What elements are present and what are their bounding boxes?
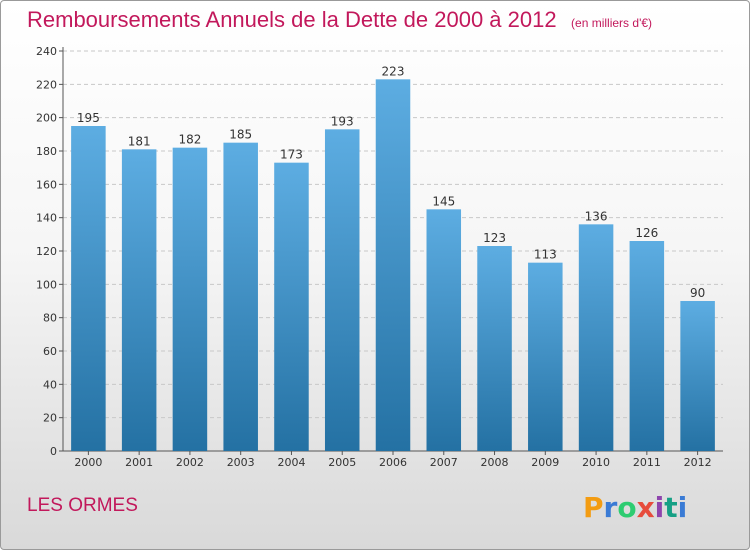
data-label-2003: 185 [229,128,252,142]
x-tick-label-2005: 2005 [328,456,356,469]
brand-letter: r [603,491,618,524]
data-label-2011: 126 [635,226,658,240]
brand-letter: x [636,491,655,524]
chart-title: Remboursements Annuels de la Dette de 20… [27,7,557,32]
x-tick-label-2004: 2004 [277,456,305,469]
x-tick-label-2000: 2000 [74,456,102,469]
y-tick-label: 200 [36,112,57,125]
y-tick-label: 80 [43,312,57,325]
y-tick-label: 220 [36,78,57,91]
data-label-2007: 145 [432,194,455,208]
y-tick-label: 120 [36,245,57,258]
x-tick-label-2003: 2003 [227,456,255,469]
bar-2005 [324,129,360,452]
x-tick-label-2007: 2007 [430,456,458,469]
x-tick-label-2001: 2001 [125,456,153,469]
brand-letter: t [664,491,678,524]
chart-unit: (en milliers d'€) [571,16,653,30]
data-label-2006: 223 [382,64,405,78]
brand-letter: i [677,491,688,524]
data-label-2005: 193 [331,114,354,128]
bar-2004 [274,162,309,451]
data-label-2010: 136 [585,209,608,223]
bar-2006 [375,79,411,451]
bar-2009 [528,262,563,451]
y-tick-label: 0 [50,445,57,458]
bar-2001 [121,149,157,452]
y-tick-label: 180 [36,145,57,158]
bar-2000 [71,126,106,451]
chart-header: Remboursements Annuels de la Dette de 20… [27,7,652,33]
brand-letter: o [617,491,637,524]
data-label-2001: 181 [128,134,151,148]
data-label-2012: 90 [690,286,705,300]
data-label-2008: 123 [483,231,506,245]
x-tick-label-2010: 2010 [582,456,610,469]
bar-2012 [680,301,715,451]
bar-2003 [223,142,258,451]
y-tick-label: 240 [36,45,57,58]
x-tick-label-2008: 2008 [481,456,509,469]
commune-name: LES ORMES [27,495,138,516]
y-tick-label: 60 [43,345,57,358]
x-tick-label-2012: 2012 [684,456,712,469]
bar-2007 [426,209,462,451]
y-tick-label: 100 [36,278,57,291]
x-tick-label-2006: 2006 [379,456,407,469]
y-tick-label: 140 [36,212,57,225]
data-label-2004: 173 [280,148,303,162]
bars [71,79,715,452]
data-label-2000: 195 [77,111,100,125]
data-label-2009: 113 [534,248,557,262]
brand-logo: Proxiti [583,491,687,524]
bar-2011 [629,241,665,451]
data-label-2002: 182 [178,133,201,147]
bar-2002 [172,147,208,451]
x-tick-label-2009: 2009 [531,456,559,469]
brand-letter: i [654,491,665,524]
labels: 195 181 182 185 173 193 223 145 123 113 136 126 90 [77,64,705,300]
y-tick-label: 160 [36,178,57,191]
y-tick-label: 20 [43,412,57,425]
bar-2010 [578,224,614,451]
x-tick-label-2002: 2002 [176,456,204,469]
brand-letter: P [583,491,604,524]
x-tick-label-2011: 2011 [633,456,661,469]
bar-2008 [477,246,512,451]
y-tick-label: 40 [43,378,57,391]
axes: 0 20 40 60 80 100 120 140 160 180 200 220 240 2000 200… [36,45,723,469]
